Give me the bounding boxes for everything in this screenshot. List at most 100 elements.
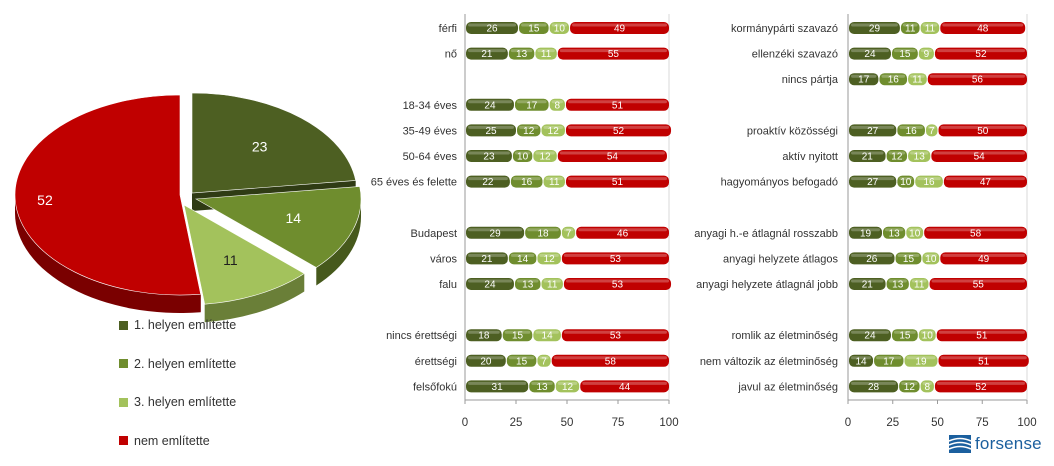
bar-highlight <box>512 177 541 181</box>
bar-highlight <box>565 279 670 283</box>
bar-segment <box>938 354 1029 367</box>
bar-value-label: 51 <box>612 177 624 188</box>
bar-segment <box>565 124 672 137</box>
legend-item-4: nem említette <box>119 428 236 454</box>
bar-value-label: 10 <box>909 228 921 239</box>
bar-value-label: 12 <box>891 152 903 163</box>
category-label: romlik az életminőség <box>732 330 838 342</box>
bar-highlight <box>468 151 510 155</box>
category-label: proaktív közösségi <box>747 125 838 137</box>
bar-highlight <box>851 49 889 53</box>
bar-segment <box>466 98 514 111</box>
pie-slice <box>183 204 305 305</box>
bar-segment <box>466 380 529 393</box>
legend-swatch-3 <box>119 397 128 407</box>
bar-value-label: 21 <box>862 280 874 291</box>
bar-segment <box>940 252 1027 265</box>
logo-text: forsense <box>975 434 1042 453</box>
legend-swatch-1 <box>119 320 128 330</box>
category-label: falu <box>439 279 457 291</box>
bar-value-label: 7 <box>566 228 572 239</box>
bar-segment <box>849 226 883 239</box>
bar-highlight <box>851 228 881 232</box>
bar-highlight <box>910 74 925 78</box>
bar-value-label: 11 <box>541 49 552 60</box>
bar-value-label: 29 <box>490 228 502 239</box>
bar-segment <box>927 73 1027 86</box>
bar-segment <box>886 150 908 162</box>
bar-segment <box>849 278 886 290</box>
bar-value-label: 24 <box>484 100 496 111</box>
bar-highlight <box>468 125 514 129</box>
legend-swatch-2 <box>119 359 128 368</box>
bar-value-label: 58 <box>605 356 617 367</box>
bar-value-label: 51 <box>978 356 990 367</box>
bar-value-label: 15 <box>516 356 528 367</box>
bar-highlight <box>539 253 559 257</box>
bar-highlight <box>851 177 895 181</box>
legend-swatch-4 <box>119 436 128 445</box>
bar-segment <box>549 22 570 34</box>
bar-highlight <box>563 330 667 334</box>
bar-value-label: 23 <box>483 152 495 163</box>
bar-value-label: 12 <box>523 126 535 137</box>
bar-highlight <box>468 279 512 283</box>
bar-value-label: 53 <box>610 331 622 342</box>
bar-highlight <box>942 23 1024 27</box>
bar-highlight <box>885 228 904 232</box>
bar-highlight <box>468 330 500 334</box>
bar-highlight <box>851 330 889 334</box>
bar-segment <box>849 252 895 265</box>
bar-value-label: 13 <box>516 49 528 60</box>
bar-highlight <box>940 356 1027 360</box>
bar-highlight <box>468 253 506 257</box>
bar-highlight <box>902 23 918 27</box>
bar-highlight <box>535 151 555 155</box>
category-label: ellenzéki szavazó <box>752 49 838 61</box>
bar-highlight <box>527 228 559 232</box>
x-tick-label: 100 <box>659 417 678 429</box>
bar-segment <box>533 329 561 342</box>
bar-segment <box>533 150 557 162</box>
bar-value-label: 13 <box>536 382 548 393</box>
bar-highlight <box>910 151 929 155</box>
bar-value-label: 10 <box>922 331 934 342</box>
bar-segment <box>931 150 1027 162</box>
bar-value-label: 13 <box>914 152 926 163</box>
bar-value-label: 12 <box>548 126 560 137</box>
bar-segment <box>895 252 922 265</box>
bar-value-label: 8 <box>555 100 561 111</box>
bar-highlight <box>567 125 670 129</box>
bar-highlight <box>920 49 932 53</box>
bar-segment <box>891 329 918 342</box>
bar-segment <box>849 150 886 162</box>
bar-highlight <box>924 253 938 257</box>
bar-segment <box>508 252 537 265</box>
bar-highlight <box>559 151 665 155</box>
bar-segment <box>466 354 506 367</box>
pie-slice-side <box>204 273 305 323</box>
bar-value-label: 46 <box>617 228 629 239</box>
bar-highlight <box>543 279 561 283</box>
bar-segment <box>849 175 897 188</box>
bar-highlight <box>851 356 872 360</box>
bar-segment <box>555 380 580 393</box>
bar-highlight <box>510 49 533 53</box>
bar-value-label: 15 <box>903 254 915 265</box>
bar-segment <box>563 278 672 290</box>
bar-value-label: 12 <box>562 382 574 393</box>
bar-segment <box>920 380 934 393</box>
bar-highlight <box>929 74 1025 78</box>
bar-segment <box>512 150 533 162</box>
bar-value-label: 11 <box>905 24 916 35</box>
bar-segment <box>529 380 555 393</box>
bar-value-label: 49 <box>614 24 626 35</box>
bar-highlight <box>578 228 667 232</box>
bar-segment <box>924 226 1027 239</box>
bar-highlight <box>545 177 563 181</box>
x-tick-label: 0 <box>845 417 851 429</box>
bar-segment <box>466 329 502 342</box>
bar-value-label: 7 <box>541 356 547 367</box>
bar-segment <box>557 150 667 162</box>
bar-value-label: 54 <box>607 152 619 163</box>
